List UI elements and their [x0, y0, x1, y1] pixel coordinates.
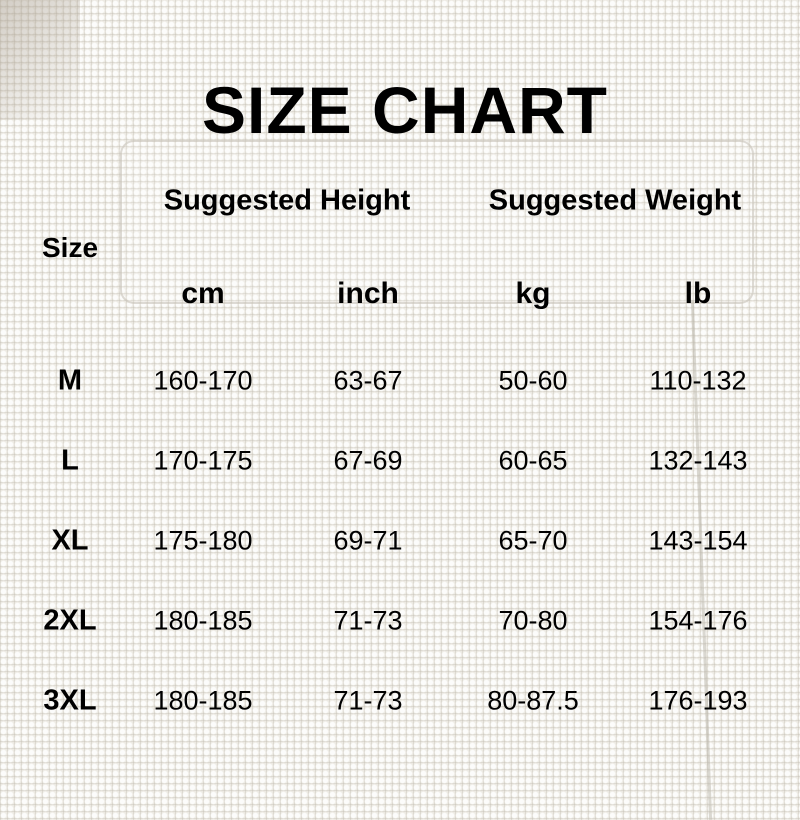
- unit-header-kg: kg: [515, 277, 551, 310]
- cell-inch: 67-69: [333, 445, 403, 476]
- cell-inch: 71-73: [333, 605, 403, 636]
- cell-cm: 160-170: [153, 365, 253, 396]
- cell-lb: 154-176: [648, 605, 748, 636]
- cell-cm: 170-175: [153, 445, 253, 476]
- cell-kg: 65-70: [498, 525, 568, 556]
- height-group-header: Suggested Height: [163, 184, 411, 217]
- size-label: L: [61, 444, 79, 477]
- unit-header-inch: inch: [337, 277, 399, 310]
- size-label: 2XL: [43, 604, 97, 637]
- unit-header-lb: lb: [684, 277, 712, 310]
- weight-group-header: Suggested Weight: [488, 184, 742, 217]
- unit-header-cm: cm: [181, 277, 225, 310]
- cell-kg: 70-80: [498, 605, 568, 636]
- cell-inch: 63-67: [333, 365, 403, 396]
- cell-kg: 60-65: [498, 445, 568, 476]
- fabric-shadow: [0, 0, 80, 120]
- cell-cm: 175-180: [153, 525, 253, 556]
- size-label: M: [57, 364, 83, 397]
- cell-lb: 176-193: [648, 685, 748, 716]
- page-title: SIZE CHART: [202, 73, 608, 147]
- cell-lb: 110-132: [649, 365, 747, 396]
- cell-lb: 132-143: [648, 445, 748, 476]
- size-label: XL: [51, 524, 89, 557]
- cell-inch: 71-73: [333, 685, 403, 716]
- cell-cm: 180-185: [153, 685, 253, 716]
- size-header: Size: [41, 232, 99, 263]
- cell-kg: 50-60: [498, 365, 568, 396]
- cell-inch: 69-71: [333, 525, 403, 556]
- size-label: 3XL: [43, 684, 97, 717]
- cell-lb: 143-154: [648, 525, 748, 556]
- cell-kg: 80-87.5: [487, 685, 579, 716]
- cell-cm: 180-185: [153, 605, 253, 636]
